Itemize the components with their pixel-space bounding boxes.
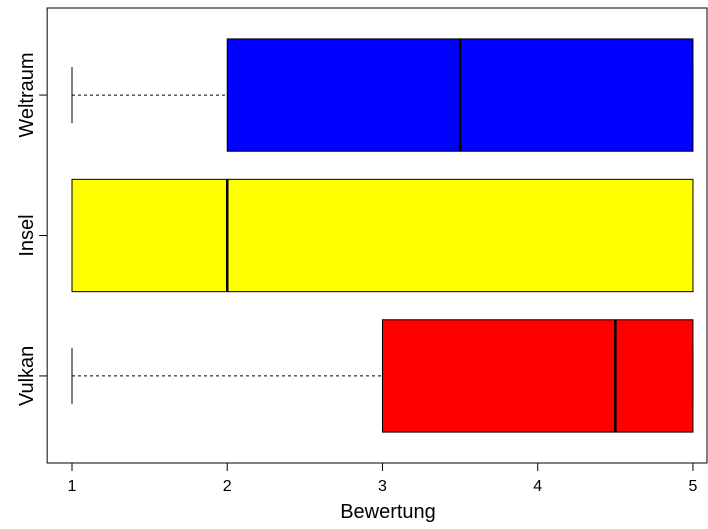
box	[71, 178, 694, 293]
y-tick-label: Insel	[16, 214, 38, 256]
x-tick-label: 2	[223, 478, 232, 495]
y-tick-label: Vulkan	[16, 346, 38, 406]
x-tick-label: 1	[68, 478, 77, 495]
x-axis-label: Bewertung	[340, 501, 436, 523]
x-tick-label: 3	[378, 478, 387, 495]
x-tick-label: 5	[689, 478, 698, 495]
x-tick-label: 4	[533, 478, 542, 495]
y-tick-label: Weltraum	[16, 52, 38, 137]
box	[381, 319, 694, 433]
